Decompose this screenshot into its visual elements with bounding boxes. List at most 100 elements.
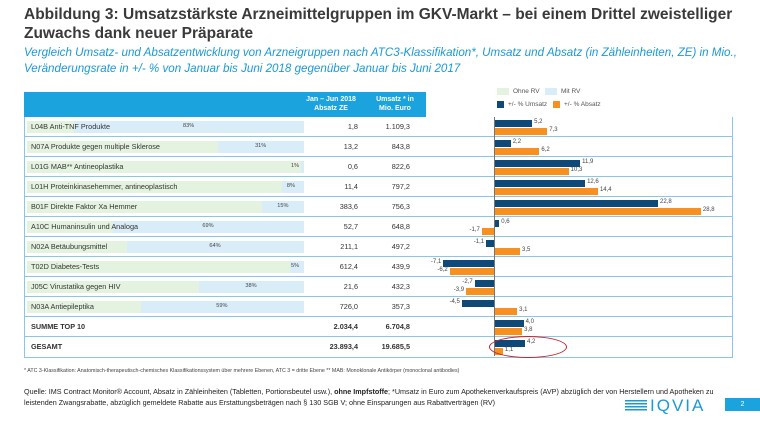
legend-label: Mit RV [561,88,581,95]
absatz-value: 21,6 [343,282,358,291]
change-label: 12,6 [587,179,599,185]
umsatz-change-bar [486,240,494,247]
swatch-absatz [553,101,560,108]
absatz-value: 52,7 [343,222,358,231]
table-row: 59% N03A Antiepileptika 726,0 357,3 [25,297,732,317]
iqvia-logo: IQVIA [625,396,705,416]
absatz-change-bar [495,328,523,335]
table-header: Jan – Jun 2018 Absatz ZE Umsatz * in Mio… [24,92,426,117]
change-label: 7,3 [549,127,558,133]
mit-rv-bar [126,241,304,253]
rv-share-bar [27,121,304,133]
header-absatz: Jan – Jun 2018 Absatz ZE [306,96,356,112]
umsatz-change-bar [495,320,524,327]
zero-axis-line [494,117,495,356]
mit-rv-pct: 64% [209,243,221,249]
change-label: 14,4 [599,187,612,193]
change-label: 6,2 [541,147,550,153]
rv-share-bar [27,261,304,273]
umsatz-value: 822,6 [391,162,410,171]
umsatz-value: 19.685,5 [381,342,410,351]
umsatz-value: 432,3 [391,282,410,291]
absatz-value: 2.034,4 [333,322,358,331]
category-name: J05C Virustatika gegen HIV [31,282,121,291]
category-name: L04B Anti-TNF Produkte [31,122,111,131]
umsatz-value: 843,8 [391,142,410,151]
mit-rv-bar [301,161,304,173]
rv-share-bar [27,141,304,153]
umsatz-value: 797,2 [391,182,410,191]
absatz-change-bar [466,288,494,295]
change-label: 10,3 [570,167,583,173]
change-label: -3,9 [453,287,465,293]
legend-label: +/- % Umsatz [508,101,548,108]
table-row: 15% B01F Direkte Faktor Xa Hemmer 383,6 756… [25,197,732,217]
change-label: -7,1 [430,259,442,265]
change-label: 22,8 [660,199,672,205]
umsatz-value: 6.704,8 [385,322,410,331]
change-label: 11,9 [582,159,594,165]
table-row: SUMME TOP 10 2.034,4 6.704,8 [25,317,732,337]
umsatz-value: 648,8 [391,222,410,231]
absatz-value: 0,6 [347,162,358,171]
category-name: GESAMT [31,342,63,351]
header-umsatz: Umsatz * in Mio. Euro [376,96,414,112]
change-label: -1,7 [469,227,480,233]
mit-rv-pct: 1% [291,163,300,169]
table-row: 64% N02A Betäubungsmittel 211,1 497,2 [25,237,732,257]
absatz-value: 211,1 [340,242,358,251]
absatz-change-bar [495,248,521,255]
legend-label: +/- % Absatz [564,101,601,108]
category-name: A10C Humaninsulin und Analoga [31,222,139,231]
absatz-change-bar [481,228,494,235]
legend-mit-rv: Mit RV [545,88,580,95]
absatz-change-bar [495,308,518,315]
change-label: -1,1 [473,239,485,245]
mit-rv-pct: 38% [245,283,257,289]
mit-rv-pct: 31% [255,143,267,149]
data-table: 83% L04B Anti-TNF Produkte 1,8 1.109,3 31% N0… [24,117,733,358]
category-name: N02A Betäubungsmittel [31,242,108,251]
change-label: -6,2 [437,267,448,273]
legend-ohne-rv: Ohne RV [497,88,540,95]
rv-share-bar [27,221,304,233]
absatz-value: 1,8 [347,122,358,131]
absatz-value: 612,4 [339,262,358,271]
logo-text: IQVIA [650,396,706,415]
swatch-ohne-rv [497,88,509,95]
mit-rv-pct: 69% [202,223,214,229]
change-label: 0,6 [501,219,510,225]
change-label: 3,5 [522,247,531,253]
legend-absatz: +/- % Absatz [553,101,601,108]
absatz-value: 383,6 [339,202,358,211]
source-note: Quelle: IMS Contract Monitor® Account, A… [24,386,724,408]
category-name: L01G MAB** Antineoplastika [31,162,124,171]
mit-rv-pct: 5% [291,263,300,269]
absatz-value: 23.893,4 [329,342,358,351]
table-row: 69% A10C Humaninsulin und Analoga 52,7 648,… [25,217,732,237]
mit-rv-pct: 83% [183,123,195,129]
mit-rv-bar [281,181,304,193]
umsatz-change-bar [495,160,581,167]
category-name: SUMME TOP 10 [31,322,86,331]
umsatz-change-bar [474,280,494,287]
change-label: 2,2 [512,139,522,145]
rv-share-bar [27,301,304,313]
absatz-change-bar [495,208,701,215]
change-label: 28,8 [702,207,715,213]
umsatz-change-bar [461,300,494,307]
table-row: GESAMT 23.893,4 19.685,5 [25,337,732,357]
source-text: Quelle: IMS Contract Monitor® Account, A… [24,387,335,396]
mit-rv-pct: 8% [286,183,295,189]
absatz-change-bar [449,268,494,275]
umsatz-value: 357,3 [391,302,410,311]
rv-share-bar [27,181,304,193]
absatz-value: 11,4 [344,182,358,191]
umsatz-change-bar [495,220,500,227]
change-label: 3,1 [519,307,528,313]
absatz-change-bar [495,188,598,195]
umsatz-change-bar [495,120,533,127]
table-row: 38% J05C Virustatika gegen HIV 21,6 432,3 [25,277,732,297]
table-row: 8% L01H Proteinkinasehemmer, antineoplast… [25,177,732,197]
category-name: B01F Direkte Faktor Xa Hemmer [31,202,138,211]
